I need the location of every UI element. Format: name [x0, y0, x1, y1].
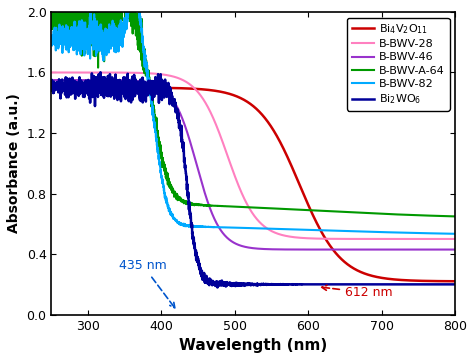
B-BWV-A-64	[401, 212, 407, 217]
B-BWV-82	[48, 36, 54, 40]
B-BWV-82	[452, 231, 458, 236]
B-BWV-46	[401, 247, 407, 252]
B-BWV-28	[401, 237, 407, 241]
B-BWV-28	[444, 237, 450, 241]
Bi$_2$WO$_6$	[94, 84, 100, 88]
Bi$_2$WO$_6$	[203, 274, 209, 278]
Line: B-BWV-82: B-BWV-82	[51, 0, 455, 234]
B-BWV-A-64	[203, 203, 209, 208]
B-BWV-46	[221, 232, 227, 236]
Bi$_4$V$_2$O$_{11}$	[221, 90, 227, 95]
B-BWV-A-64	[95, 2, 100, 6]
Bi$_4$V$_2$O$_{11}$	[48, 85, 54, 89]
B-BWV-A-64	[48, 10, 54, 14]
B-BWV-46	[452, 247, 458, 252]
X-axis label: Wavelength (nm): Wavelength (nm)	[179, 338, 328, 353]
B-BWV-46	[444, 247, 450, 252]
Bi$_4$V$_2$O$_{11}$	[445, 279, 450, 283]
B-BWV-82	[203, 225, 209, 229]
Line: B-BWV-A-64: B-BWV-A-64	[51, 4, 455, 216]
Text: 435 nm: 435 nm	[119, 259, 175, 308]
Line: B-BWV-28: B-BWV-28	[51, 72, 455, 239]
Legend: Bi$_4$V$_2$O$_{11}$, B-BWV-28, B-BWV-46, B-BWV-A-64, B-BWV-82, Bi$_2$WO$_6$: Bi$_4$V$_2$O$_{11}$, B-BWV-28, B-BWV-46,…	[347, 18, 449, 111]
B-BWV-46	[118, 78, 124, 82]
Bi$_4$V$_2$O$_{11}$	[452, 279, 458, 283]
Bi$_4$V$_2$O$_{11}$	[118, 85, 124, 90]
B-BWV-28	[203, 102, 209, 106]
Bi$_4$V$_2$O$_{11}$	[203, 87, 209, 92]
B-BWV-28	[118, 71, 124, 75]
B-BWV-A-64	[62, 2, 67, 6]
B-BWV-A-64	[452, 214, 458, 219]
B-BWV-A-64	[118, 2, 124, 6]
B-BWV-A-64	[445, 214, 450, 219]
B-BWV-28	[48, 70, 54, 75]
B-BWV-28	[94, 70, 100, 75]
B-BWV-82	[221, 225, 227, 229]
B-BWV-82	[401, 230, 407, 235]
Text: 612 nm: 612 nm	[322, 285, 392, 300]
B-BWV-46	[203, 195, 209, 199]
Bi$_2$WO$_6$	[118, 86, 124, 91]
B-BWV-82	[445, 231, 450, 236]
Bi$_2$WO$_6$	[445, 282, 450, 287]
B-BWV-46	[48, 78, 54, 82]
B-BWV-A-64	[221, 204, 227, 208]
Bi$_2$WO$_6$	[401, 282, 407, 287]
B-BWV-46	[94, 78, 100, 82]
Line: Bi$_2$WO$_6$: Bi$_2$WO$_6$	[51, 72, 455, 288]
Y-axis label: Absorbance (a.u.): Absorbance (a.u.)	[7, 93, 21, 233]
Bi$_4$V$_2$O$_{11}$	[401, 278, 407, 282]
Bi$_4$V$_2$O$_{11}$	[95, 85, 100, 90]
B-BWV-28	[452, 237, 458, 241]
B-BWV-82	[94, 40, 100, 44]
Bi$_2$WO$_6$	[215, 285, 220, 290]
B-BWV-82	[118, 34, 124, 39]
Line: B-BWV-46: B-BWV-46	[51, 80, 455, 249]
Line: Bi$_4$V$_2$O$_{11}$: Bi$_4$V$_2$O$_{11}$	[51, 85, 455, 281]
Bi$_2$WO$_6$	[452, 282, 458, 287]
Bi$_2$WO$_6$	[221, 282, 227, 286]
Bi$_4$V$_2$O$_{11}$	[72, 83, 77, 87]
Bi$_2$WO$_6$	[48, 84, 54, 88]
Bi$_2$WO$_6$	[98, 70, 103, 75]
B-BWV-28	[221, 143, 227, 147]
